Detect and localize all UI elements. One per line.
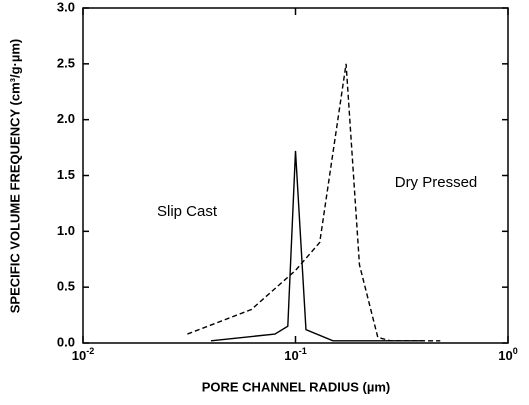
x-axis-label: PORE CHANNEL RADIUS (µm) [202, 379, 391, 394]
x-tick-base: 10 [72, 348, 86, 363]
data-line [187, 63, 441, 342]
x-tick-base: 10 [498, 348, 512, 363]
data-line [210, 150, 424, 342]
y-tick-label: 2.5 [57, 55, 75, 70]
y-tick-label: 1.0 [57, 223, 75, 238]
x-tick-label: 10-1 [284, 346, 306, 363]
x-tick-exponent: 0 [513, 346, 518, 356]
annotation: Slip Cast [157, 203, 218, 220]
x-tick-exponent: -2 [86, 346, 94, 356]
x-tick-label: 10-2 [72, 346, 94, 363]
x-tick-exponent: -1 [299, 346, 307, 356]
y-tick-label: 1.5 [57, 167, 75, 182]
y-tick-label: 2.0 [57, 111, 75, 126]
y-axis-label: SPECIFIC VOLUME FREQUENCY (cm³/g·µm) [7, 39, 22, 314]
y-tick-label: 3.0 [57, 0, 75, 14]
annotation: Dry Pressed [395, 174, 478, 191]
x-tick-label: 100 [498, 346, 517, 363]
y-tick-label: 0.0 [57, 334, 75, 349]
x-tick-base: 10 [284, 348, 298, 363]
y-tick-label: 0.5 [57, 279, 75, 294]
